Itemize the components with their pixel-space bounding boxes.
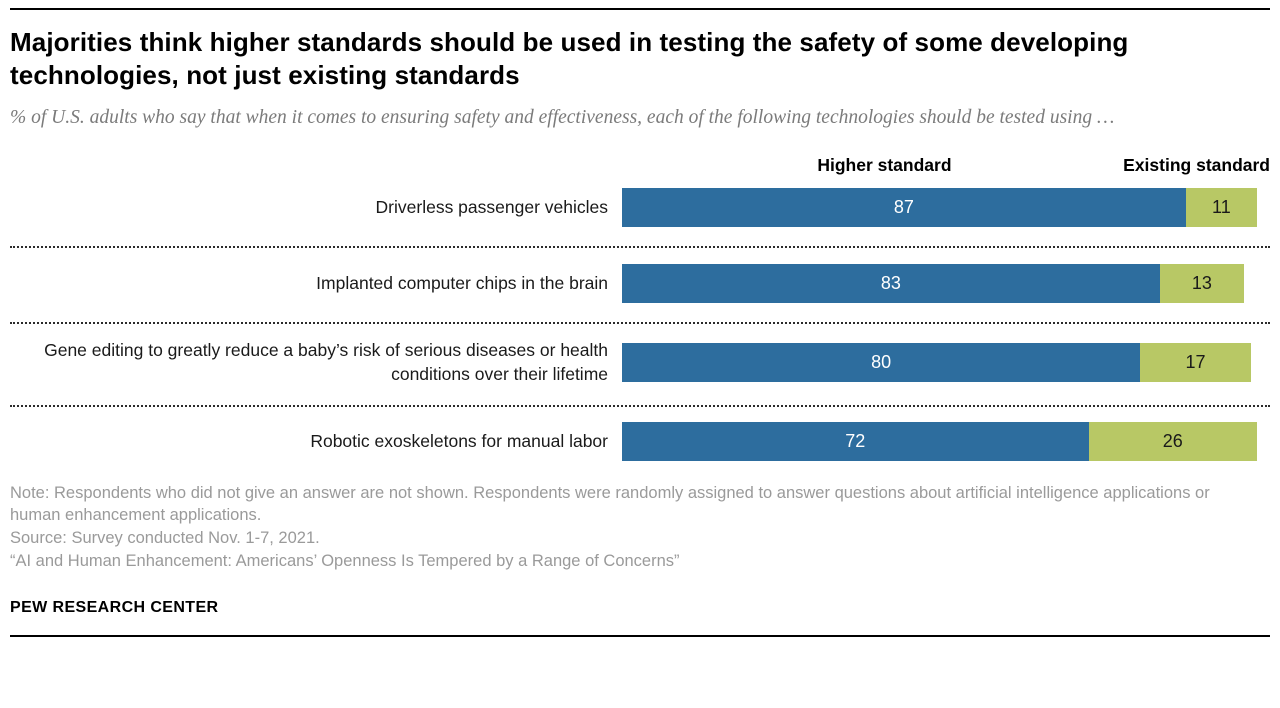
category-label: Robotic exoskeletons for manual labor xyxy=(310,431,608,452)
note-text: Note: Respondents who did not give an an… xyxy=(10,483,1210,525)
series-headers: Higher standard Existing standard xyxy=(622,155,1270,177)
bar-chart: Higher standard Existing standard Driver… xyxy=(10,155,1270,462)
chart-title: Majorities think higher standards should… xyxy=(10,27,1129,91)
bar-value-existing: 26 xyxy=(1162,431,1183,452)
bar-existing: 26 xyxy=(1088,422,1258,462)
chart-row: Gene editing to greatly reduce a baby’s … xyxy=(10,339,1270,385)
bar-group: 80 17 xyxy=(622,343,1270,383)
bar-higher: 72 xyxy=(622,422,1089,462)
category-label: Gene editing to greatly reduce a baby’s … xyxy=(44,340,608,384)
top-rule xyxy=(10,8,1270,10)
chart-row: Driverless passenger vehicles 87 11 xyxy=(10,187,1270,227)
bar-value-existing: 13 xyxy=(1191,272,1212,293)
bar-higher: 87 xyxy=(622,187,1186,227)
bar-existing: 17 xyxy=(1140,343,1251,383)
dotted-separator xyxy=(10,404,1270,407)
higher-standard-header: Higher standard xyxy=(817,155,952,176)
header-spacer xyxy=(10,155,622,177)
existing-standard-header: Existing standard xyxy=(1123,155,1270,176)
bar-value-higher: 87 xyxy=(893,196,914,217)
bar-group: 87 11 xyxy=(622,187,1270,227)
report-title-text: “AI and Human Enhancement: Americans’ Op… xyxy=(10,551,680,570)
dotted-separator xyxy=(10,246,1270,249)
bar-existing: 13 xyxy=(1159,263,1245,303)
bar-higher: 80 xyxy=(622,343,1141,383)
bar-higher: 83 xyxy=(622,263,1160,303)
category-label: Driverless passenger vehicles xyxy=(375,196,608,217)
chart-subtitle: % of U.S. adults who say that when it co… xyxy=(10,106,1115,128)
chart-row: Robotic exoskeletons for manual labor 72… xyxy=(10,422,1270,462)
dotted-separator xyxy=(10,322,1270,325)
bar-group: 83 13 xyxy=(622,263,1270,303)
bar-value-existing: 17 xyxy=(1185,352,1206,373)
bar-value-existing: 11 xyxy=(1212,196,1231,217)
bar-value-higher: 80 xyxy=(871,352,892,373)
chart-row: Implanted computer chips in the brain 83… xyxy=(10,263,1270,303)
bar-existing: 11 xyxy=(1185,187,1258,227)
category-label: Implanted computer chips in the brain xyxy=(316,272,608,293)
chart-page: Majorities think higher standards should… xyxy=(0,8,1280,708)
source-text: Source: Survey conducted Nov. 1-7, 2021. xyxy=(10,529,320,548)
pew-research-center-wordmark: PEW RESEARCH CENTER xyxy=(10,598,219,616)
bar-group: 72 26 xyxy=(622,422,1270,462)
series-header-row: Higher standard Existing standard xyxy=(10,155,1270,177)
bottom-rule xyxy=(10,634,1270,637)
bar-value-higher: 72 xyxy=(845,431,866,452)
chart-notes: Note: Respondents who did not give an an… xyxy=(10,482,1235,573)
bar-value-higher: 83 xyxy=(880,272,901,293)
